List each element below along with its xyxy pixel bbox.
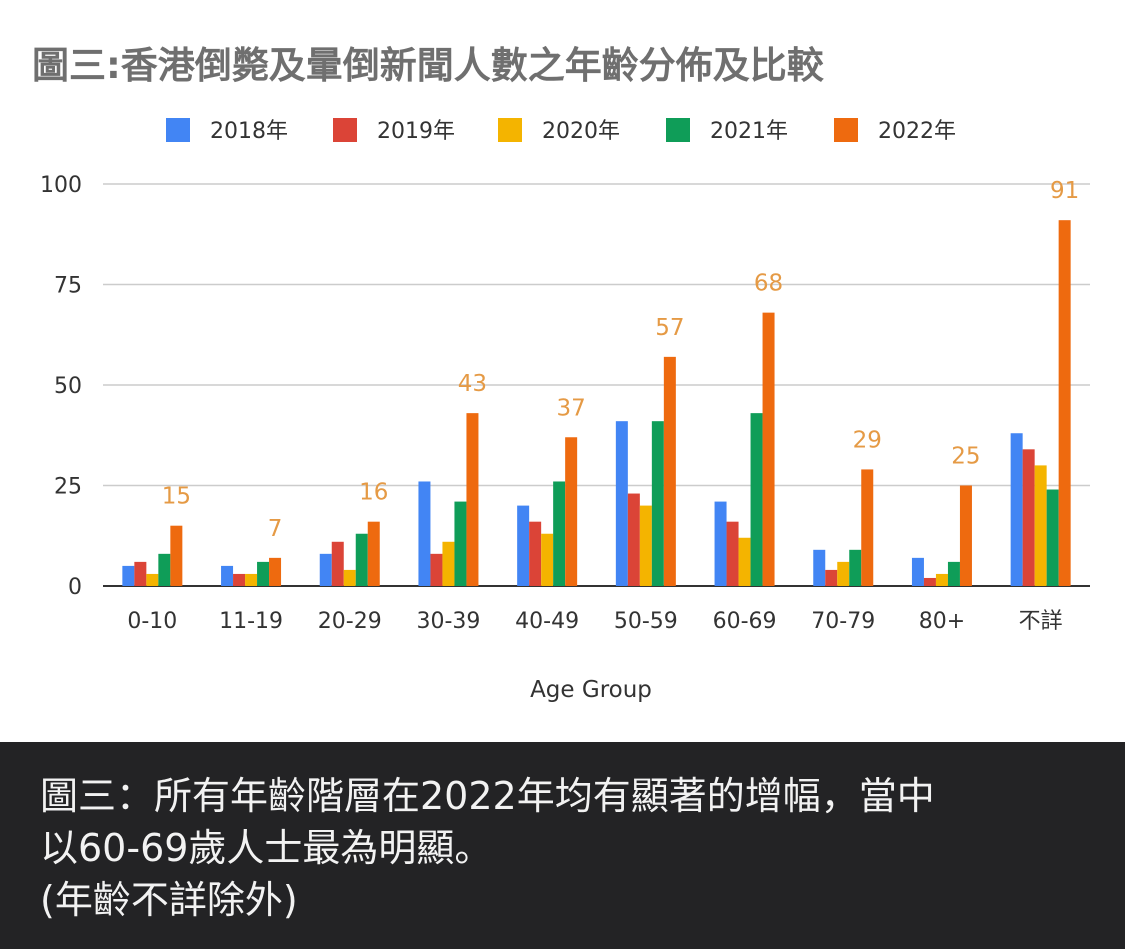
bar: [947, 561, 960, 586]
legend-swatch: [834, 118, 858, 142]
bar: [813, 549, 826, 586]
bar: [257, 561, 270, 586]
y-tick-label: 100: [40, 173, 82, 198]
bar: [122, 565, 135, 586]
bar: [750, 413, 763, 586]
bar: [221, 565, 234, 586]
bar: [714, 501, 727, 586]
bar: [343, 569, 356, 586]
bar: [651, 421, 664, 586]
y-axis-ticks: 0 25 50 75 100: [40, 173, 82, 600]
bar: [1010, 433, 1023, 586]
bar: [245, 573, 258, 586]
bar: [849, 549, 862, 586]
bar: [639, 505, 652, 586]
chart-gridlines: [103, 183, 1090, 587]
bar: [1022, 449, 1035, 586]
data-label: 15: [162, 484, 191, 510]
x-tick-label: 0-10: [127, 609, 177, 634]
bar: [146, 573, 159, 586]
bar: [837, 561, 850, 586]
bar: [529, 521, 542, 586]
x-tick-label: 不詳: [1019, 609, 1063, 634]
x-axis-label: Age Group: [530, 677, 652, 703]
bar: [319, 553, 332, 586]
bar: [355, 533, 368, 586]
legend-swatch: [166, 118, 190, 142]
data-label: 37: [557, 395, 586, 421]
bar: [170, 525, 183, 586]
bar: [959, 485, 972, 586]
bar: [517, 505, 530, 586]
bar: [430, 553, 443, 586]
x-tick-label: 40-49: [515, 609, 579, 634]
bar: [663, 356, 676, 586]
bar: [762, 312, 775, 586]
legend-label: 2019年: [377, 119, 455, 144]
bar: [367, 521, 380, 586]
y-tick-label: 75: [54, 274, 82, 299]
bar: [861, 469, 874, 586]
data-label: 7: [268, 516, 283, 542]
legend-label: 2022年: [878, 119, 956, 144]
bar: [923, 577, 936, 586]
bar: [233, 573, 246, 586]
bar: [541, 533, 554, 586]
bar: [466, 413, 479, 586]
x-tick-label: 20-29: [318, 609, 382, 634]
bar: [565, 437, 578, 586]
caption-text: 圖三：所有年齡階層在2022年均有顯著的增幅，當中 以60-69歲人士最為明顯。…: [40, 774, 935, 922]
bar: [1034, 465, 1047, 586]
legend-label: 2020年: [542, 119, 620, 144]
bar: [553, 481, 566, 586]
chart-title: 圖三:香港倒斃及暈倒新聞人數之年齡分佈及比較: [32, 44, 825, 87]
data-label: 57: [655, 315, 684, 341]
legend-swatch: [333, 118, 357, 142]
bar: [911, 557, 924, 586]
y-tick-label: 25: [54, 475, 82, 500]
data-label: 91: [1050, 178, 1079, 204]
bar: [726, 521, 739, 586]
x-tick-label: 30-39: [416, 609, 480, 634]
bar: [418, 481, 431, 586]
chart-bars: [122, 220, 1071, 586]
bar: [269, 557, 282, 586]
chart-legend: 2018年 2019年 2020年 2021年 2022年: [166, 118, 956, 144]
x-axis-ticks: 0-10 11-19 20-29 30-39 40-49 50-59 60-69 70-79 8…: [127, 609, 1062, 634]
data-label: 16: [359, 480, 388, 506]
bar: [158, 553, 171, 586]
data-labels: 15 7 16 43 37 57 68 29 25 91: [162, 178, 1080, 542]
caption-panel: 圖三：所有年齡階層在2022年均有顯著的增幅，當中 以60-69歲人士最為明顯。…: [0, 742, 1125, 949]
x-tick-label: 80+: [919, 609, 965, 634]
legend-label: 2018年: [210, 119, 288, 144]
data-label: 25: [951, 444, 980, 470]
legend-swatch: [498, 118, 522, 142]
data-label: 43: [458, 371, 487, 397]
bar: [935, 573, 948, 586]
bar-chart: 圖三:香港倒斃及暈倒新聞人數之年齡分佈及比較 2018年 2019年 2020年 20…: [32, 44, 1090, 703]
legend-label: 2021年: [710, 119, 788, 144]
legend-swatch: [666, 118, 690, 142]
bar: [1046, 489, 1059, 586]
bar: [825, 569, 838, 586]
bar: [442, 541, 455, 586]
data-label: 68: [754, 271, 783, 297]
bar: [134, 561, 147, 586]
data-label: 29: [853, 427, 882, 453]
x-tick-label: 11-19: [219, 609, 283, 634]
bar: [1058, 220, 1071, 586]
bar: [454, 501, 467, 586]
x-tick-label: 50-59: [614, 609, 678, 634]
chart-panel: 圖三:香港倒斃及暈倒新聞人數之年齡分佈及比較 2018年 2019年 2020年 20…: [32, 44, 1090, 703]
bar: [331, 541, 344, 586]
x-tick-label: 70-79: [811, 609, 875, 634]
y-tick-label: 50: [54, 374, 82, 399]
y-tick-label: 0: [68, 575, 82, 600]
x-tick-label: 60-69: [713, 609, 777, 634]
bar: [615, 421, 628, 586]
bar: [738, 537, 751, 586]
bar: [627, 493, 640, 586]
